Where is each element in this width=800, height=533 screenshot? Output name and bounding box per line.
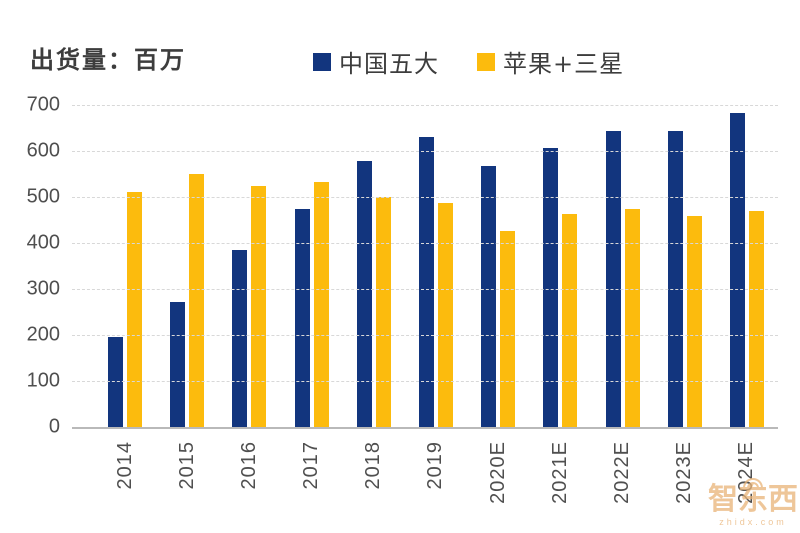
y-tick-label-400: 400 — [26, 231, 60, 254]
bar-group-2020E — [481, 105, 516, 427]
bar-group-2017 — [294, 105, 329, 427]
x-tick-cell-2014: 2014 — [108, 441, 142, 525]
x-tick-cell-2021E: 2021E — [543, 441, 577, 525]
y-tick-label-600: 600 — [26, 139, 60, 162]
bar-中国五大-2018 — [356, 161, 372, 427]
gridline-200 — [72, 335, 778, 336]
x-tick-cell-2018: 2018 — [357, 441, 391, 525]
gridline-600 — [72, 151, 778, 152]
bar-group-2021E — [543, 105, 578, 427]
x-tick-label-2018: 2018 — [362, 441, 385, 490]
plot-area: 2014 2015 2016 2017 2018 2019 2020E 2021E 2022E 2… — [72, 105, 778, 504]
x-tick-cell-2016: 2016 — [232, 441, 266, 525]
bar-中国五大-2016 — [232, 249, 248, 427]
gridline-100 — [72, 381, 778, 382]
bar-苹果+三星-2017 — [313, 182, 329, 427]
gridline-400 — [72, 243, 778, 244]
y-tick-label-100: 100 — [26, 369, 60, 392]
x-tick-cell-2015: 2015 — [170, 441, 204, 525]
x-tick-label-2019: 2019 — [424, 441, 447, 490]
bar-中国五大-2015 — [170, 301, 186, 427]
bar-group-2016 — [232, 105, 267, 427]
legend-label: 中国五大 — [339, 50, 439, 78]
x-tick-cell-2022E: 2022E — [606, 441, 640, 525]
y-tick-label-500: 500 — [26, 185, 60, 208]
bar-苹果+三星-2024E — [748, 210, 764, 427]
bar-苹果+三星-2020E — [500, 230, 516, 427]
x-tick-label-2016: 2016 — [237, 441, 260, 490]
legend-swatch-blue-icon — [313, 52, 331, 71]
x-tick-cell-2020E: 2020E — [481, 441, 515, 525]
axis-unit-label: 出货量：百万 — [30, 45, 186, 74]
legend-label: 苹果+三星 — [503, 50, 625, 78]
x-tick-label-2021E: 2021E — [548, 441, 571, 504]
bar-苹果+三星-2016 — [251, 185, 267, 427]
bar-中国五大-2014 — [108, 337, 123, 427]
x-tick-label-2014: 2014 — [113, 441, 136, 490]
bar-group-2014 — [108, 105, 142, 427]
bar-group-2024E — [729, 105, 764, 427]
bar-苹果+三星-2014 — [127, 192, 142, 427]
gridline-700 — [72, 105, 778, 106]
y-tick-label-300: 300 — [26, 277, 60, 300]
bar-中国五大-2019 — [418, 137, 434, 427]
bar-中国五大-2022E — [605, 131, 621, 427]
x-tick-cell-2019: 2019 — [419, 441, 453, 525]
bar-中国五大-2023E — [667, 131, 683, 427]
x-tick-label-2023E: 2023E — [673, 441, 696, 504]
bars-row — [108, 105, 764, 427]
bar-中国五大-2017 — [294, 208, 310, 427]
chart-legend: 中国五大 苹果+三星 — [313, 44, 624, 79]
x-tick-cell-2024E: 2024E — [730, 441, 764, 525]
legend-item-apple-samsung: 苹果+三星 — [477, 44, 624, 79]
bar-group-2015 — [170, 105, 205, 427]
x-tick-cell-2017: 2017 — [295, 441, 329, 525]
y-tick-label-700: 700 — [26, 93, 60, 116]
gridline-500 — [72, 197, 778, 198]
x-tick-label-2017: 2017 — [300, 441, 323, 490]
y-axis-labels: 0 100 200 300 400 500 600 700 — [0, 94, 60, 438]
bar-苹果+三星-2015 — [189, 174, 205, 427]
bar-中国五大-2020E — [481, 165, 497, 427]
y-tick-label-0: 0 — [48, 415, 60, 438]
bar-苹果+三星-2021E — [562, 214, 578, 427]
bar-group-2018 — [356, 105, 391, 427]
bar-group-2019 — [418, 105, 453, 427]
bar-group-2023E — [667, 105, 702, 427]
x-tick-label-2022E: 2022E — [611, 441, 633, 504]
bar-苹果+三星-2022E — [624, 208, 640, 427]
x-tick-cell-2023E: 2023E — [668, 441, 702, 525]
bar-苹果+三星-2018 — [375, 197, 391, 427]
bar-苹果+三星-2023E — [686, 216, 702, 427]
bar-中国五大-2024E — [729, 112, 745, 427]
bar-苹果+三星-2019 — [437, 202, 453, 427]
legend-swatch-yellow-icon — [477, 52, 495, 71]
bar-中国五大-2021E — [543, 148, 559, 427]
x-axis-labels: 2014 2015 2016 2017 2018 2019 2020E 2021E 2022E 2… — [108, 441, 764, 525]
x-tick-label-2024E: 2024E — [735, 441, 758, 504]
gridline-300 — [72, 289, 778, 290]
bar-group-2022E — [605, 105, 640, 427]
x-tick-label-2020E: 2020E — [486, 441, 509, 504]
legend-item-china-top5: 中国五大 — [313, 44, 439, 79]
y-tick-label-200: 200 — [26, 323, 60, 346]
x-tick-label-2015: 2015 — [175, 441, 198, 490]
